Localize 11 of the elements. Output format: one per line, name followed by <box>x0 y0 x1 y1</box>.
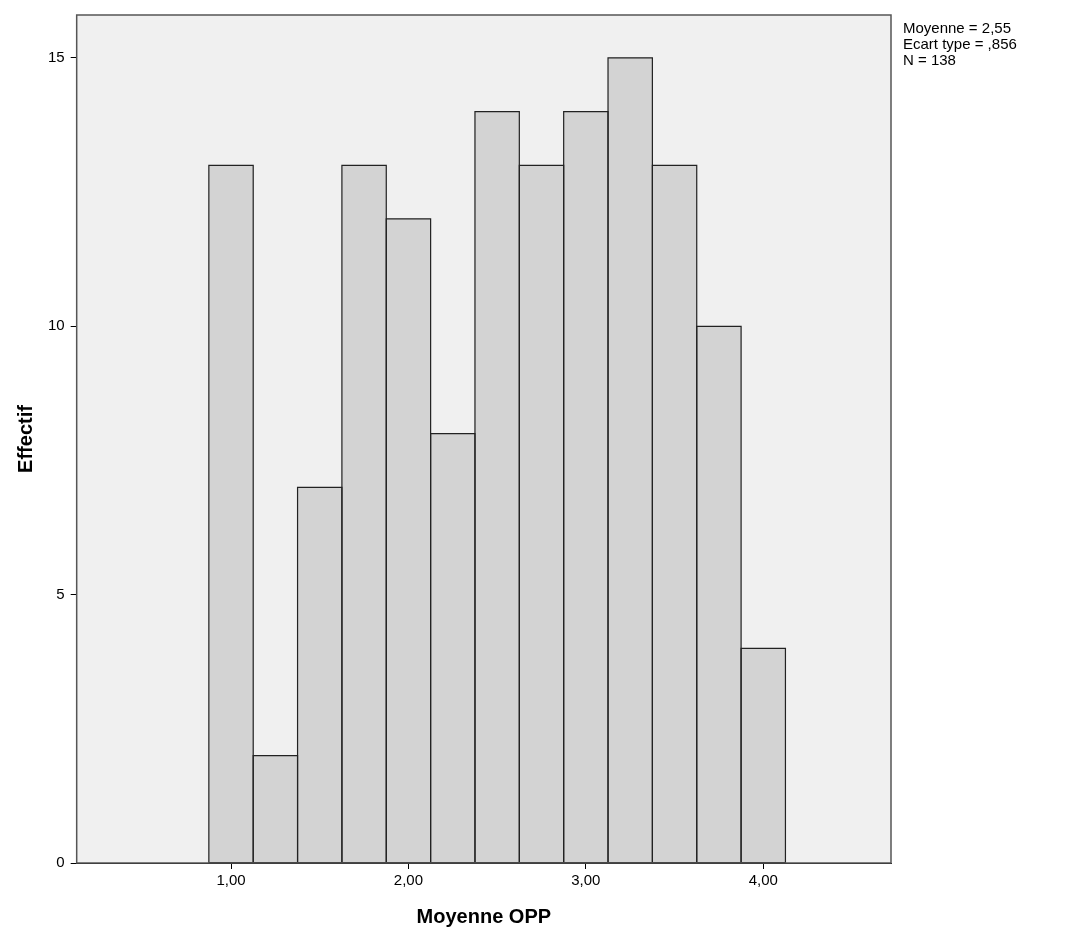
x-tick-label: 1,00 <box>216 871 246 889</box>
y-axis-title: Effectif <box>13 404 36 473</box>
y-tick-label: 10 <box>48 316 65 334</box>
y-tick-label: 5 <box>56 584 65 602</box>
x-tick-label: 2,00 <box>393 871 424 889</box>
y-tick-label: 15 <box>48 48 65 66</box>
x-axis-title: Moyenne OPP <box>416 904 552 927</box>
x-tick-label: 3,00 <box>571 871 601 889</box>
y-tick-label: 0 <box>56 853 65 871</box>
text: Moyenne = 2,55 <box>903 18 1011 36</box>
x-tick-label: 4,00 <box>748 871 778 889</box>
